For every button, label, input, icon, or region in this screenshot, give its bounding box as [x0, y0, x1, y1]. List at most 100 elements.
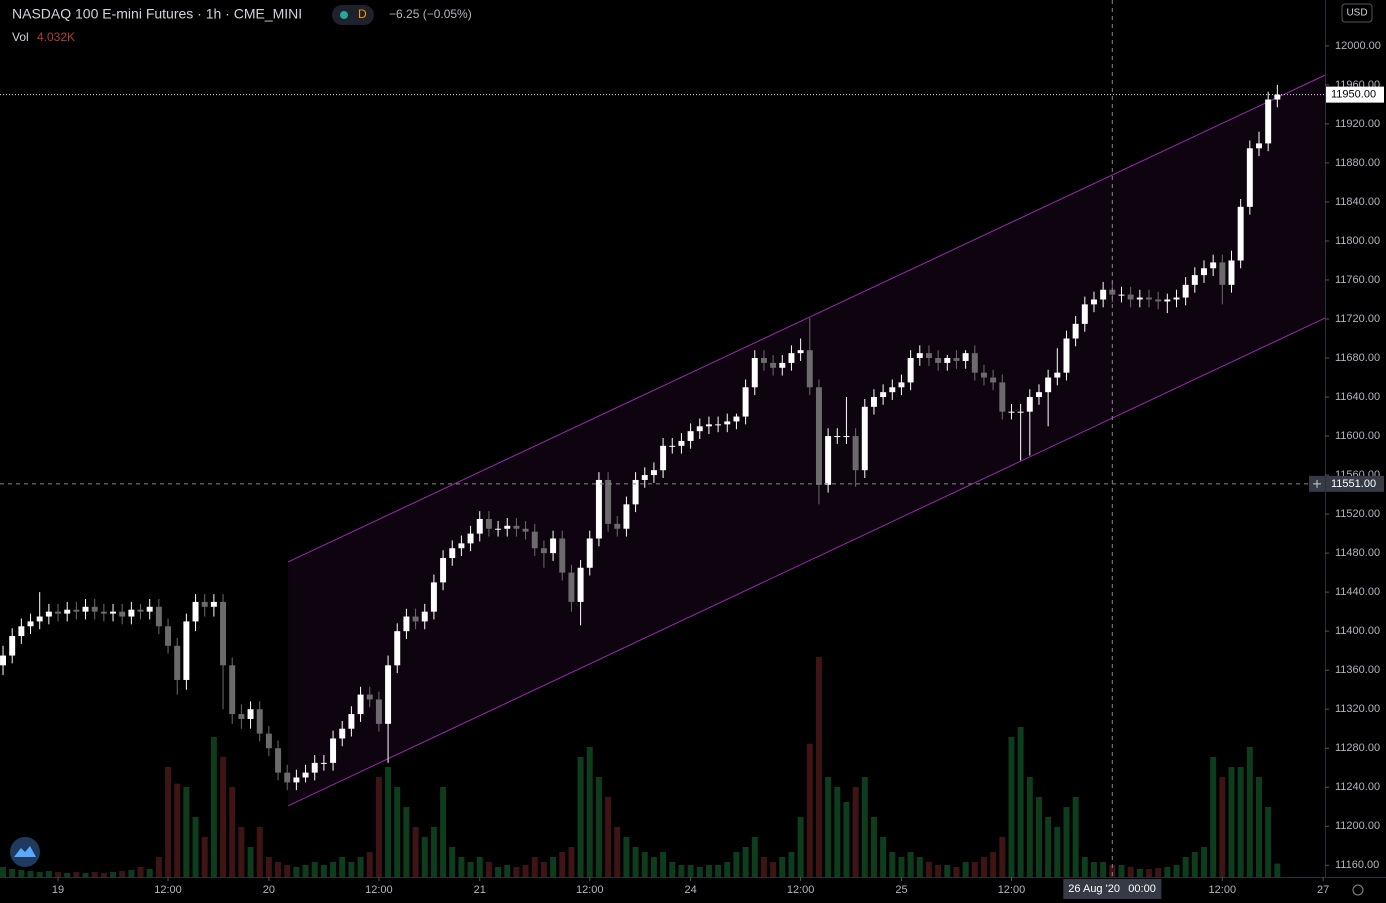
- candle-body: [614, 523, 621, 529]
- volume-bar: [1237, 767, 1244, 877]
- candle-body: [238, 714, 245, 719]
- volume-bar: [155, 857, 162, 877]
- currency-badge[interactable]: [1341, 3, 1373, 23]
- candle-body: [73, 609, 80, 612]
- settings-icon[interactable]: [1352, 884, 1364, 896]
- crosshair-y-badge: [1326, 475, 1384, 492]
- candle-body: [962, 353, 969, 361]
- volume-bar: [421, 837, 428, 877]
- volume-bar: [302, 865, 309, 877]
- volume-bar: [1191, 852, 1198, 877]
- volume-bar: [788, 852, 795, 877]
- candle-body: [504, 525, 511, 529]
- candle-body: [1054, 372, 1061, 378]
- candle-body: [1017, 411, 1024, 413]
- volume-bar: [385, 767, 392, 877]
- price-change: −6.25 (−0.05%): [389, 7, 472, 21]
- x-tick-label: 12:00: [154, 884, 182, 896]
- candle-body: [1274, 94, 1281, 100]
- candle-body: [1219, 262, 1226, 285]
- candle-body: [852, 436, 859, 471]
- y-tick-label: 11680.00: [1335, 352, 1380, 364]
- volume-bar: [751, 837, 758, 877]
- volume-bar: [1173, 865, 1180, 877]
- candle-body: [980, 372, 987, 378]
- candle-body: [1155, 299, 1162, 302]
- candle-body: [449, 548, 456, 559]
- candle-body: [751, 358, 758, 388]
- candle-body: [1109, 289, 1116, 295]
- volume-bar: [962, 862, 969, 877]
- x-tick-label: 21: [474, 884, 486, 896]
- candle-body: [870, 397, 877, 407]
- volume-bar: [330, 862, 337, 877]
- candle-body: [1210, 262, 1217, 269]
- volume-bar: [1118, 865, 1125, 877]
- candle-body: [990, 377, 997, 383]
- volume-bar: [550, 857, 557, 877]
- volume-bar: [632, 847, 639, 877]
- volume-bar: [137, 867, 144, 877]
- crosshair-date: 26 Aug '20: [1068, 883, 1120, 895]
- volume-bar: [0, 867, 7, 877]
- volume-bar: [311, 862, 318, 877]
- volume-bar: [1164, 867, 1171, 877]
- candle-body: [1136, 297, 1143, 300]
- volume-bar: [540, 862, 547, 877]
- volume-bar: [559, 852, 566, 877]
- candle-body: [953, 358, 960, 361]
- candle-body: [385, 665, 392, 724]
- volume-bar: [1201, 847, 1207, 877]
- volume-bar: [146, 869, 153, 877]
- volume-bar: [980, 857, 987, 877]
- candle-body: [247, 709, 254, 719]
- candle-body: [733, 416, 740, 422]
- candle-body: [100, 611, 107, 614]
- volume-bar: [412, 827, 419, 877]
- candle-body: [174, 645, 181, 680]
- volume-bar: [953, 867, 960, 877]
- volume-bar: [55, 872, 62, 877]
- candle-body: [815, 387, 822, 485]
- candle-body: [357, 694, 364, 715]
- candle-body: [1182, 284, 1189, 298]
- candle-body: [146, 606, 153, 612]
- volume-bar: [1136, 869, 1143, 877]
- volume-bar: [449, 847, 456, 877]
- volume-bar: [650, 857, 657, 877]
- volume-bar: [733, 852, 740, 877]
- candle-body: [201, 601, 208, 607]
- volume-bar: [925, 862, 932, 877]
- y-tick-label: 11800.00: [1335, 235, 1380, 247]
- volume-bar: [760, 857, 767, 877]
- volume-bar: [1017, 727, 1024, 877]
- volume-bar: [1072, 797, 1079, 877]
- candle-body: [724, 421, 731, 425]
- volume-bar: [458, 857, 465, 877]
- candle-body: [944, 358, 951, 363]
- candle-body: [45, 611, 52, 617]
- candle-body: [1100, 289, 1107, 300]
- volume-bar: [18, 870, 25, 877]
- candle-body: [513, 525, 520, 529]
- candle-body: [889, 387, 896, 393]
- candle-body: [650, 470, 657, 476]
- volume-bar: [870, 817, 877, 877]
- volume-bar: [522, 865, 529, 877]
- candle-body: [797, 350, 804, 354]
- candle-body: [165, 626, 172, 646]
- candle-body: [696, 426, 703, 432]
- volume-bar: [256, 827, 263, 877]
- candle-body: [1228, 260, 1235, 285]
- candle-body: [440, 558, 447, 583]
- volume-bar: [1228, 767, 1235, 877]
- candle-body: [1173, 297, 1180, 300]
- plot-area: [0, 74, 1326, 877]
- volume-bar: [82, 873, 89, 877]
- y-tick-label: 11520.00: [1335, 508, 1380, 520]
- volume-bar: [275, 862, 282, 877]
- candle-body: [540, 548, 547, 554]
- crosshair-x-badge: [1063, 879, 1162, 899]
- volume-bar: [1265, 807, 1272, 877]
- volume-bar: [440, 787, 447, 877]
